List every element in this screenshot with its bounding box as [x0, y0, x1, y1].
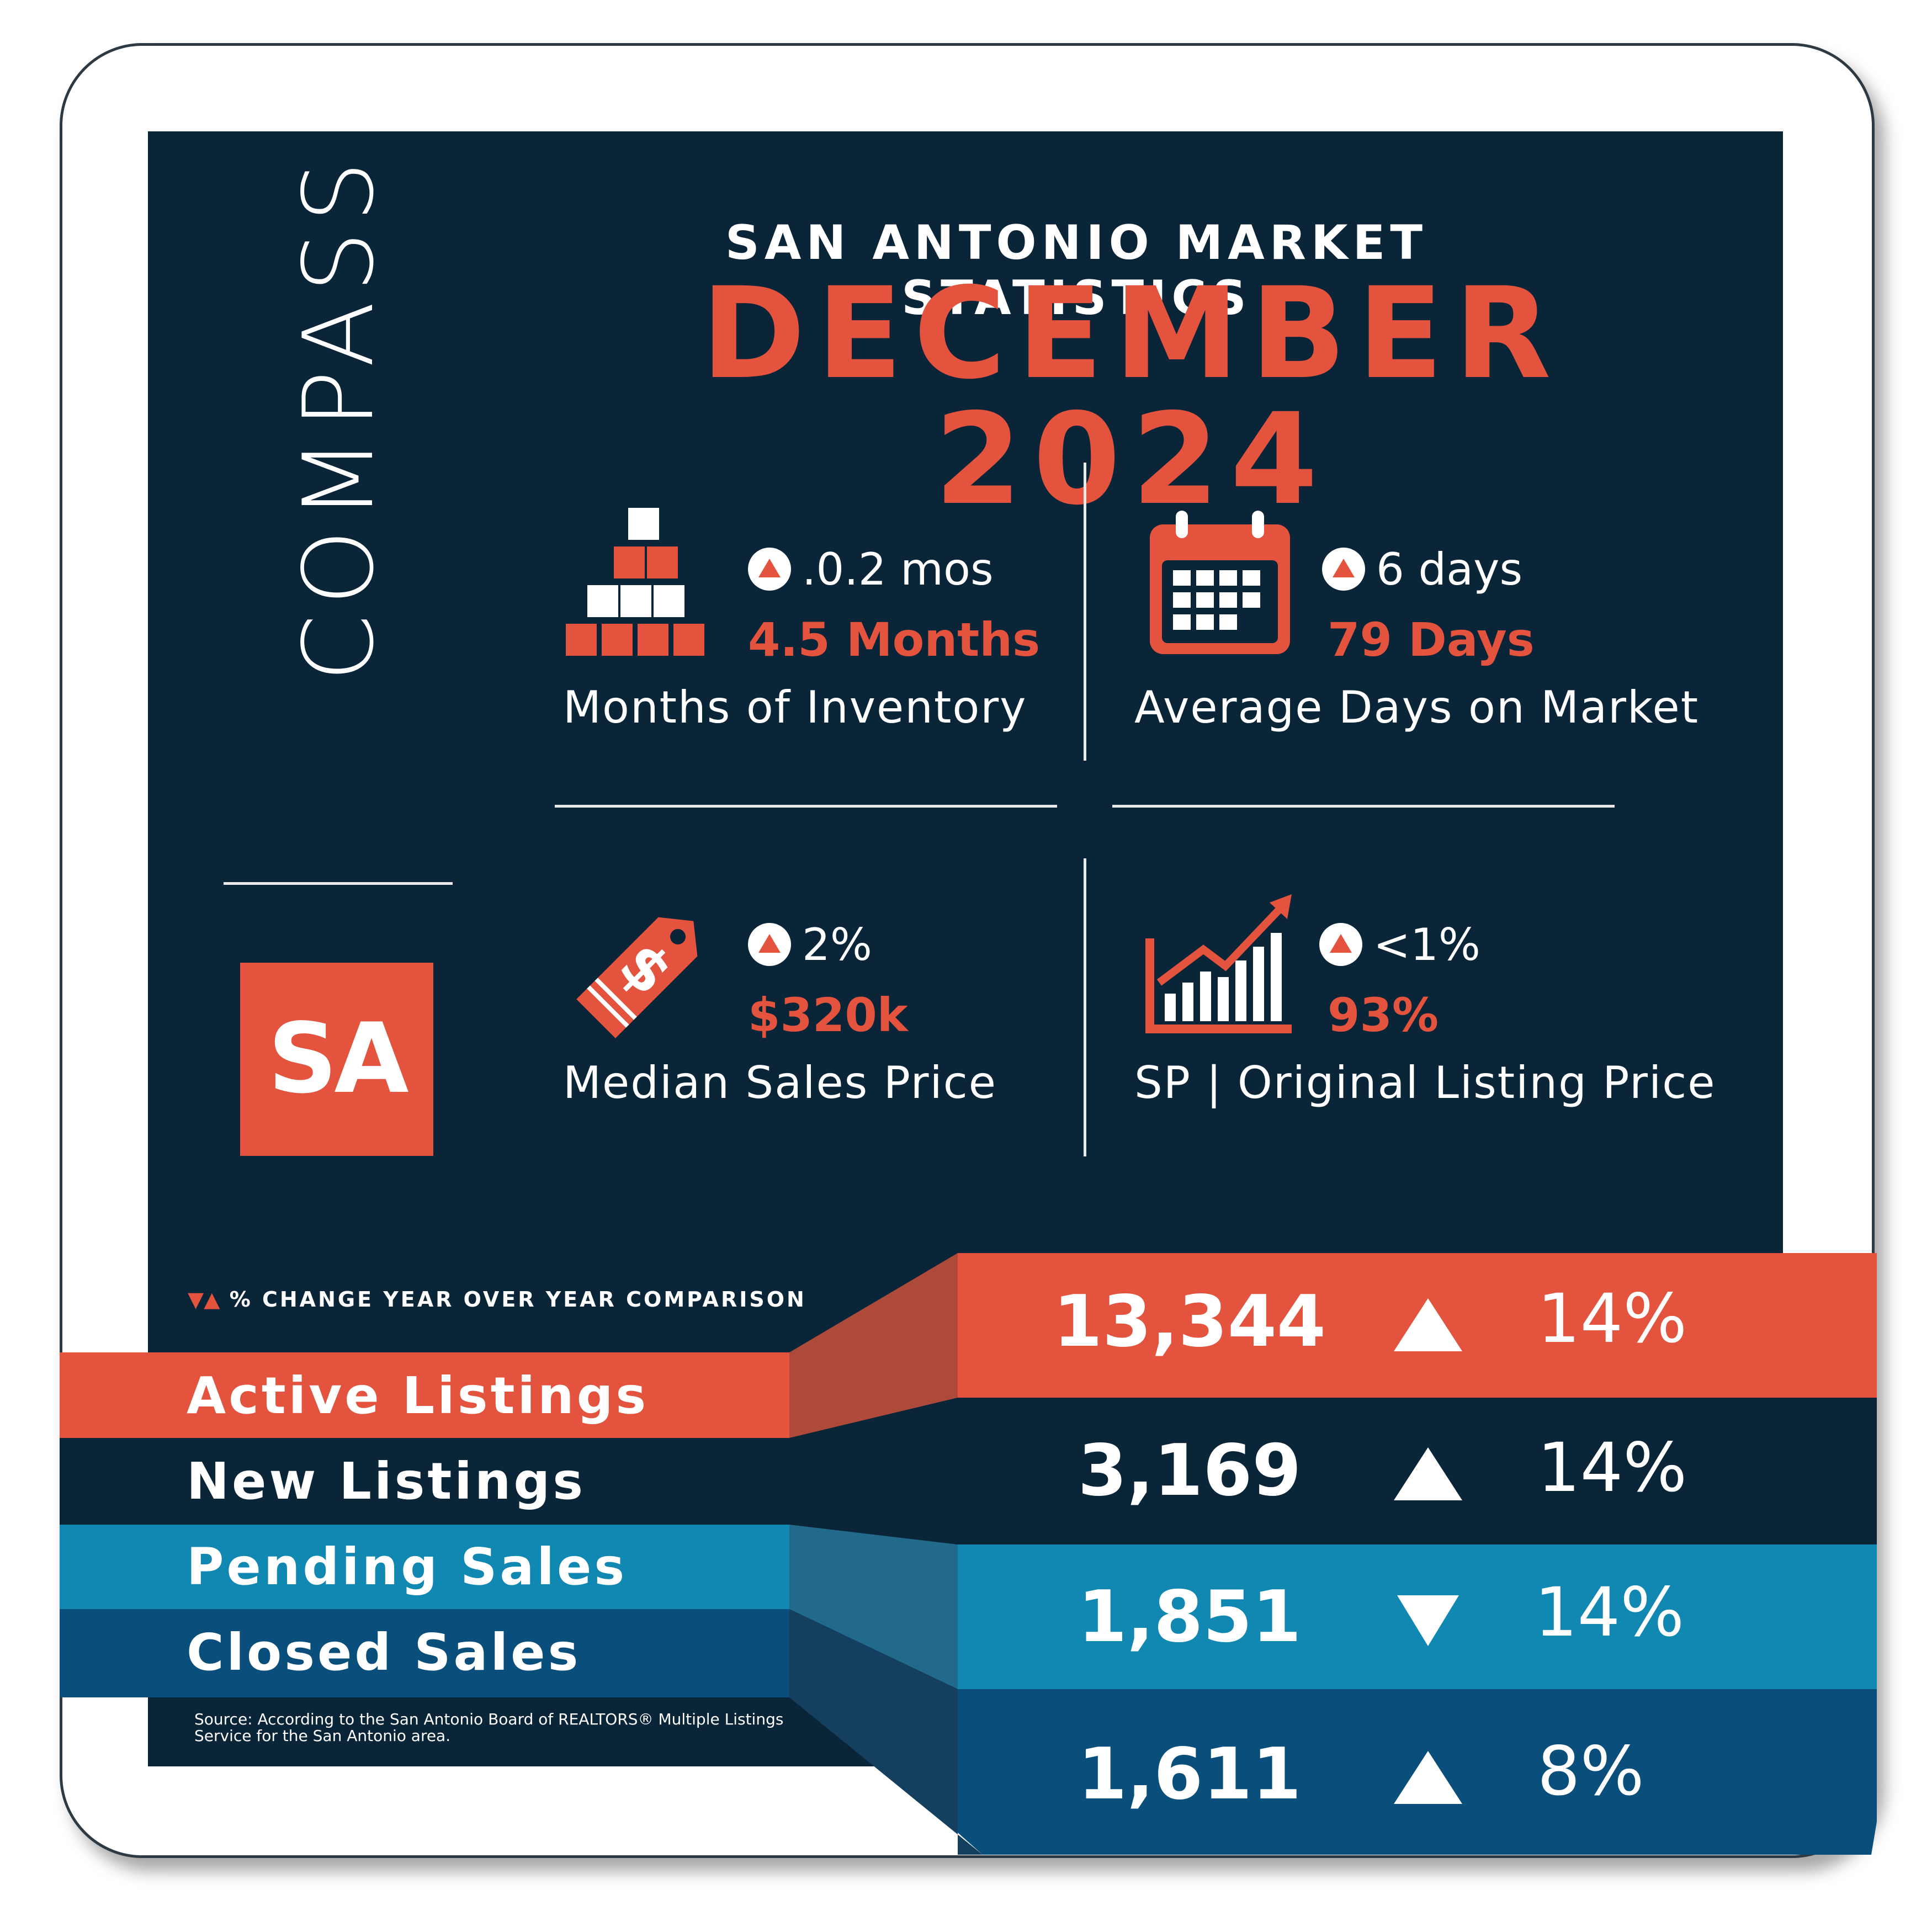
up-arrow-icon	[1394, 1447, 1462, 1500]
comparison-legend: ▼▲ % CHANGE YEAR OVER YEAR COMPARISON	[188, 1287, 806, 1312]
days-change: 6 days	[1322, 544, 1522, 595]
listing-price-label: SP | Original Listing Price	[1134, 1057, 1716, 1108]
stats-divider-horizontal-left	[555, 805, 1057, 808]
price-change: 2%	[748, 919, 872, 970]
down-arrow-icon	[1397, 1595, 1459, 1646]
active-listings-number: 13,344	[1053, 1281, 1326, 1363]
price-tag-icon: $	[576, 917, 698, 1038]
active-listings-pct: 14%	[1537, 1280, 1687, 1358]
new-listings-label: New Listings	[187, 1452, 586, 1511]
down-up-arrows-icon: ▼▲	[188, 1287, 220, 1312]
boxes-icon	[566, 508, 704, 656]
calendar-icon	[1150, 511, 1290, 654]
source-note: Source: According to the San Antonio Boa…	[194, 1710, 784, 1745]
stats-divider-vertical-bottom	[1084, 858, 1086, 1156]
logo-divider	[224, 882, 453, 885]
closed-sales-pct: 8%	[1537, 1732, 1644, 1811]
sa-badge: SA	[240, 963, 433, 1156]
growth-chart-icon	[1145, 894, 1292, 1033]
stats-divider-horizontal-right	[1112, 805, 1615, 808]
new-listings-pct: 14%	[1537, 1429, 1687, 1507]
listing-price-change: <1%	[1319, 919, 1480, 970]
up-arrow-icon	[1394, 1751, 1462, 1804]
days-value: 79 Days	[1328, 613, 1535, 667]
inventory-value: 4.5 Months	[748, 613, 1041, 667]
pending-sales-pct: 14%	[1535, 1573, 1685, 1652]
stats-divider-vertical-top	[1084, 463, 1086, 761]
pending-sales-number: 1,851	[1078, 1576, 1302, 1658]
inventory-label: Months of Inventory	[563, 682, 1027, 733]
closed-sales-number: 1,611	[1078, 1733, 1302, 1816]
headline-date: DECEMBER 2024	[700, 260, 1563, 533]
pending-sales-label: Pending Sales	[187, 1537, 628, 1596]
active-listings-label: Active Listings	[187, 1366, 649, 1425]
price-value: $320k	[748, 988, 908, 1042]
page-title: SAN ANTONIO MARKET STATISTICS	[725, 215, 1428, 326]
listing-price-value: 93%	[1328, 988, 1439, 1042]
up-arrow-icon	[1394, 1298, 1462, 1351]
days-label: Average Days on Market	[1134, 682, 1700, 733]
new-listings-number: 3,169	[1078, 1430, 1302, 1512]
up-arrow-icon	[748, 923, 791, 967]
up-arrow-icon	[1322, 548, 1365, 591]
closed-sales-label: Closed Sales	[187, 1623, 581, 1682]
up-arrow-icon	[1319, 923, 1362, 967]
inventory-change: .0.2 mos	[748, 544, 994, 595]
price-label: Median Sales Price	[563, 1057, 997, 1108]
up-arrow-icon	[748, 548, 791, 591]
